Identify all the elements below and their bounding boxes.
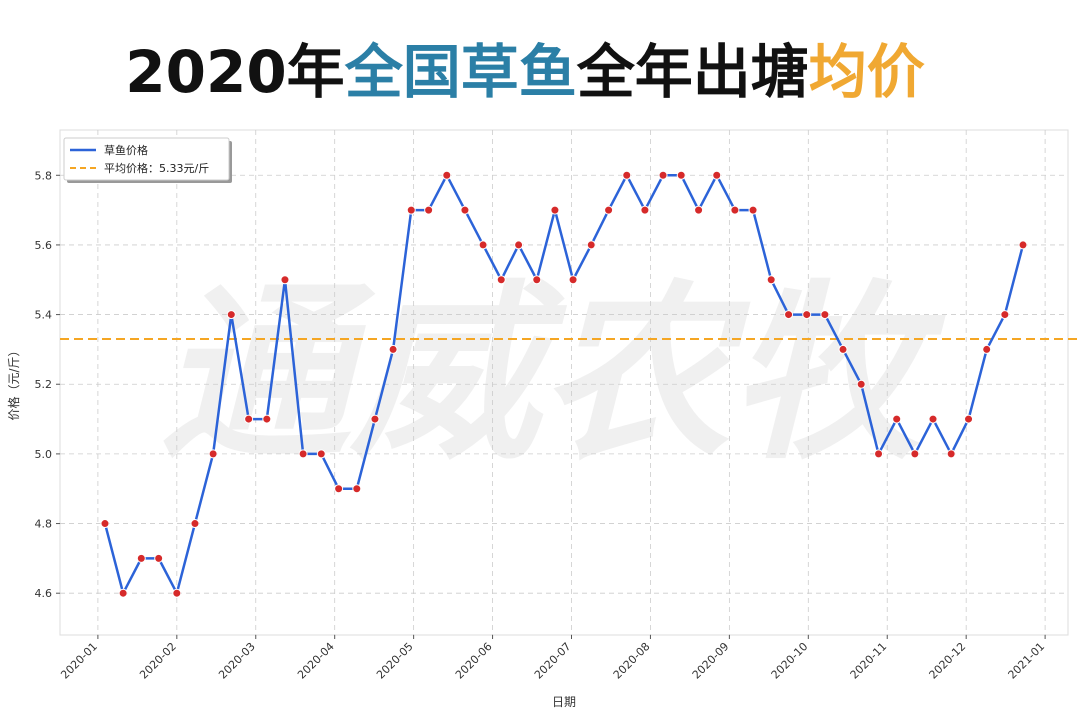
data-point [622,170,632,180]
data-point [766,275,776,285]
data-point [118,588,128,598]
data-point [334,484,344,494]
data-point [424,205,434,215]
y-tick-label: 4.8 [35,518,53,531]
data-point [496,275,506,285]
watermark: 通威农牧 [160,264,946,485]
data-point [730,205,740,215]
x-axis-label: 日期 [552,695,576,709]
data-point [838,344,848,354]
data-point [280,275,290,285]
title-part: 2020年 [125,38,344,106]
plot-frame [59,129,1069,636]
title-part: 全国草鱼 [344,38,577,106]
data-point [514,240,524,250]
data-point [226,310,236,320]
data-point [406,205,416,215]
data-point [856,379,866,389]
legend-label: 平均价格：5.33元/斤 [104,161,209,175]
data-point [136,553,146,563]
data-point [658,170,668,180]
legend-label: 草鱼价格 [104,143,148,157]
data-point [586,240,596,250]
data-point [262,414,272,424]
title-part: 全年出塘 [576,38,809,106]
data-point [784,310,794,320]
data-point [676,170,686,180]
data-point [550,205,560,215]
y-tick-label: 4.6 [35,587,53,600]
data-point [910,449,920,459]
chart-title: 2020年全国草鱼全年出塘均价 [125,38,924,106]
data-point [190,519,200,529]
data-point [532,275,542,285]
data-point [172,588,182,598]
data-point [208,449,218,459]
data-point [892,414,902,424]
data-point [1000,310,1010,320]
data-point [370,414,380,424]
data-point [298,449,308,459]
y-tick-label: 5.6 [35,239,53,252]
y-tick-label: 5.2 [35,378,53,391]
series-line [103,174,1025,595]
data-point [388,344,398,354]
y-tick-label: 5.4 [35,309,53,322]
legend-box [63,137,230,181]
data-point [712,170,722,180]
data-point [478,240,488,250]
y-axis-label: 价格（元/斤） [6,344,21,420]
data-point [874,449,884,459]
data-point [442,170,452,180]
y-tick-label: 5.8 [35,169,53,182]
data-point [244,414,254,424]
data-point [694,205,704,215]
data-point [946,449,956,459]
data-point [820,310,830,320]
y-tick-label: 5.0 [35,448,53,461]
data-point [568,275,578,285]
data-point [748,205,758,215]
data-point [1018,240,1028,250]
data-point [604,205,614,215]
data-point [982,344,992,354]
data-point [640,205,650,215]
data-point [928,414,938,424]
data-point [802,310,812,320]
data-point [154,553,164,563]
data-point [100,519,110,529]
data-point [460,205,470,215]
title-part: 均价 [809,38,925,106]
data-point [964,414,974,424]
data-point [352,484,362,494]
data-point [316,449,326,459]
